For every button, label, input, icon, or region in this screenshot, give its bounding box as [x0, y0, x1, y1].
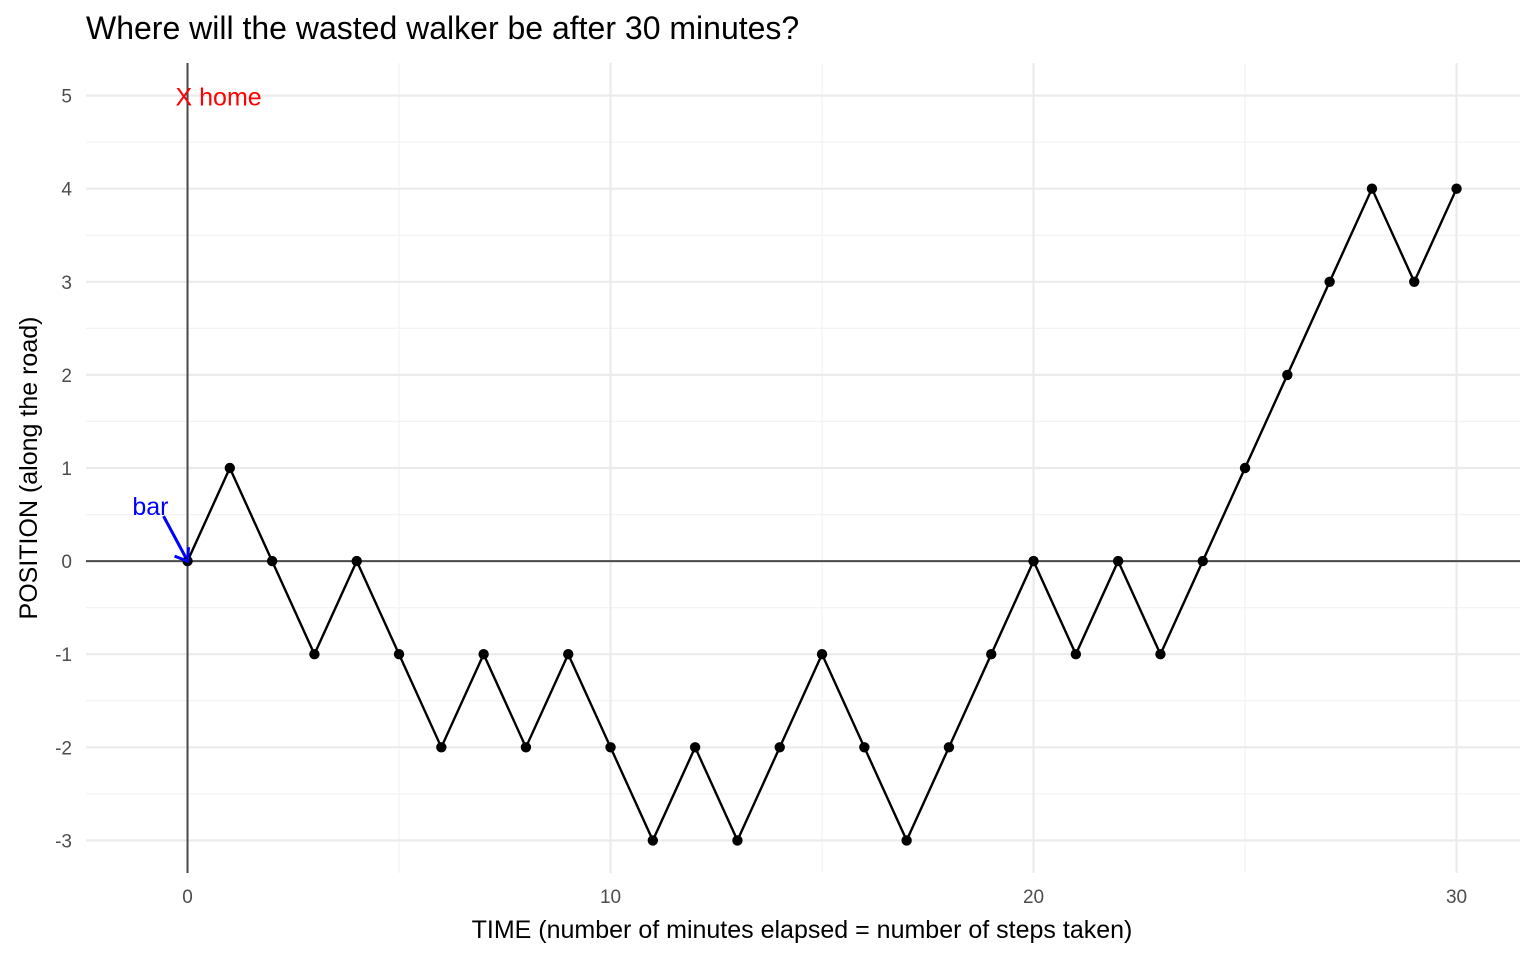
- annotation-layer: X home bar: [132, 84, 262, 564]
- data-point: [1070, 649, 1082, 660]
- data-point: [224, 462, 236, 474]
- data-point: [774, 742, 785, 753]
- annotation-label: bar: [132, 493, 168, 521]
- data-point: [1239, 462, 1251, 474]
- x-tick-label: 10: [600, 887, 621, 908]
- data-point: [1451, 183, 1462, 194]
- data-point: [1282, 369, 1293, 381]
- data-point: [351, 555, 362, 567]
- annotation-arrow-head: [173, 546, 191, 564]
- minor-grid: [86, 63, 1520, 873]
- data-point: [732, 835, 743, 846]
- annotation-label: X home: [176, 84, 262, 112]
- data-point: [816, 649, 828, 660]
- data-point: [859, 742, 870, 753]
- data-point: [605, 742, 616, 753]
- data-point: [943, 742, 955, 753]
- y-tick-label: -3: [55, 831, 72, 852]
- data-point: [1155, 649, 1166, 660]
- data-point: [1197, 555, 1208, 567]
- data-point: [1409, 276, 1420, 287]
- x-axis-label: TIME (number of minutes elapsed = number…: [472, 916, 1133, 944]
- data-point: [436, 742, 447, 753]
- x-axis-ticks: 0 10 20 30: [182, 887, 1467, 908]
- data-point: [986, 649, 997, 660]
- series-layer: [182, 183, 1462, 846]
- y-axis-ticks: -3 -2 -1 0 1 2 3 4 5: [55, 87, 72, 853]
- data-point: [478, 649, 489, 660]
- data-point: [647, 835, 659, 846]
- y-tick-label: 5: [61, 87, 72, 108]
- data-point: [393, 649, 405, 660]
- x-tick-label: 0: [182, 887, 193, 908]
- data-point: [1324, 276, 1335, 287]
- chart-title: Where will the wasted walker be after 30…: [86, 10, 799, 46]
- y-tick-label: -2: [55, 738, 72, 759]
- data-point: [1366, 183, 1378, 194]
- data-point: [563, 649, 574, 660]
- y-tick-label: 2: [61, 366, 72, 387]
- data-point: [520, 742, 532, 753]
- data-point: [266, 555, 278, 567]
- data-point: [901, 835, 912, 846]
- y-tick-label: 0: [61, 552, 72, 573]
- y-axis-label: POSITION (along the road): [15, 317, 43, 620]
- data-point: [309, 649, 320, 660]
- data-point: [1112, 555, 1124, 567]
- x-tick-label: 20: [1023, 887, 1044, 908]
- y-tick-label: -1: [55, 645, 72, 666]
- zero-axes: [86, 63, 1520, 873]
- data-point: [1028, 555, 1039, 567]
- y-tick-label: 1: [61, 459, 72, 480]
- annotation-arrow: [162, 515, 187, 558]
- data-point: [689, 742, 701, 753]
- y-tick-label: 3: [61, 273, 72, 294]
- x-tick-label: 30: [1446, 887, 1467, 908]
- y-tick-label: 4: [61, 180, 72, 201]
- major-grid: [86, 63, 1520, 873]
